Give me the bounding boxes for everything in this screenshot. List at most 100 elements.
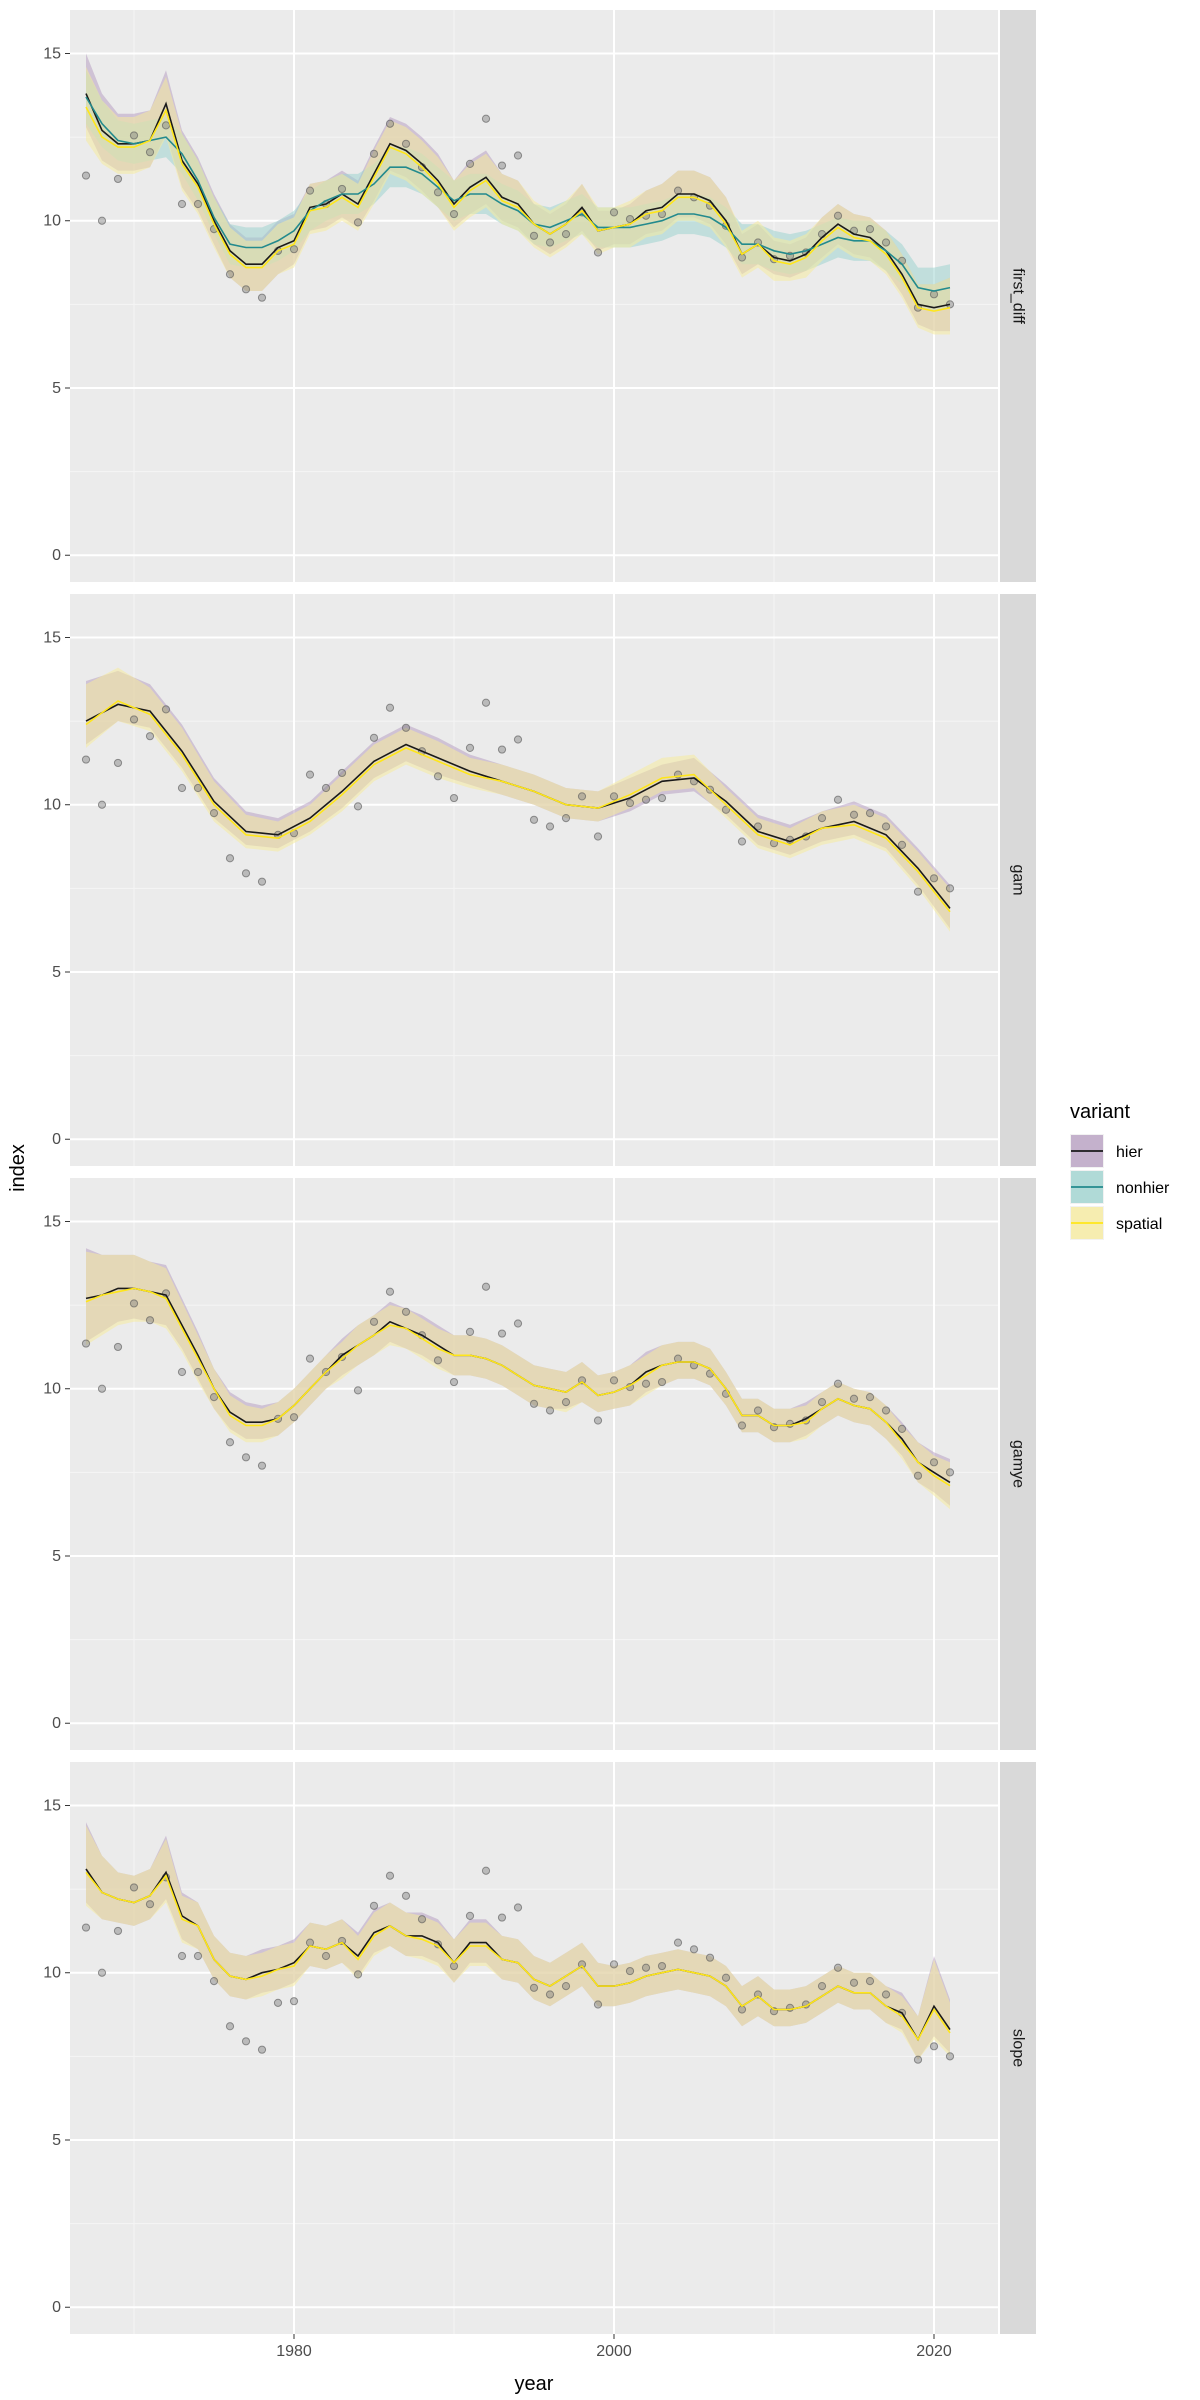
y-tick-label: 10 bbox=[43, 213, 61, 230]
y-tick-label: 5 bbox=[52, 2132, 61, 2149]
observed-point bbox=[561, 814, 571, 823]
facet-panel-gamye: 0 5 10 15 gamye bbox=[43, 1178, 1036, 1750]
observed-point bbox=[193, 199, 203, 209]
observed-point bbox=[641, 1379, 651, 1388]
observed-point bbox=[625, 214, 635, 224]
observed-point bbox=[337, 184, 347, 194]
facet-panels: 0 5 10 15 first_diff 0 5 10 15 gam 0 5 10 15 gamye 0 5 10… bbox=[43, 10, 1036, 2334]
observed-point bbox=[817, 814, 827, 823]
observed-point bbox=[577, 1376, 587, 1385]
observed-point bbox=[209, 808, 219, 818]
observed-point bbox=[433, 1356, 443, 1365]
observed-point bbox=[225, 2022, 235, 2031]
observed-point bbox=[945, 2052, 955, 2061]
y-tick-label: 5 bbox=[52, 380, 61, 397]
observed-point bbox=[81, 1339, 91, 1348]
ribbon-spatial bbox=[86, 1825, 950, 2060]
observed-point bbox=[753, 1406, 763, 1415]
observed-point bbox=[609, 1376, 619, 1385]
observed-point bbox=[545, 238, 555, 247]
observed-point bbox=[241, 2037, 251, 2046]
observed-point bbox=[241, 1453, 251, 1462]
observed-point bbox=[81, 171, 91, 180]
observed-point bbox=[193, 783, 203, 793]
facet-strip-label: gamye bbox=[1010, 1440, 1027, 1488]
observed-point bbox=[865, 224, 875, 234]
facet-strip-label: gam bbox=[1010, 864, 1027, 895]
observed-point bbox=[481, 698, 491, 707]
observed-point bbox=[609, 1960, 619, 1969]
observed-point bbox=[641, 795, 651, 804]
observed-point bbox=[225, 854, 235, 863]
observed-point bbox=[129, 131, 139, 140]
x-axis-title: year bbox=[515, 2373, 554, 2395]
facet-panel-gam: 0 5 10 15 gam bbox=[43, 594, 1036, 1166]
observed-point bbox=[545, 822, 555, 831]
observed-point bbox=[225, 270, 235, 279]
legend-label-spatial: spatial bbox=[1116, 1216, 1162, 1233]
y-tick-label: 15 bbox=[43, 1213, 61, 1230]
observed-point bbox=[481, 1866, 491, 1875]
ribbon-spatial bbox=[86, 1251, 950, 1510]
observed-point bbox=[609, 208, 619, 217]
observed-point bbox=[913, 1471, 923, 1480]
observed-point bbox=[81, 755, 91, 764]
y-tick-label: 5 bbox=[52, 1548, 61, 1565]
observed-point bbox=[737, 837, 747, 846]
observed-point bbox=[385, 1871, 395, 1880]
observed-point bbox=[209, 1392, 219, 1402]
observed-point bbox=[257, 293, 267, 302]
observed-point bbox=[353, 1970, 363, 1979]
line-spatial bbox=[85, 106, 951, 312]
observed-point bbox=[577, 792, 587, 801]
y-tick-label: 0 bbox=[52, 2299, 61, 2316]
observed-point bbox=[529, 1399, 539, 1408]
observed-point bbox=[657, 1961, 667, 1971]
observed-point bbox=[753, 1990, 763, 1999]
observed-point bbox=[545, 1990, 555, 1999]
observed-point bbox=[257, 1461, 267, 1470]
observed-point bbox=[289, 1413, 299, 1422]
observed-point bbox=[177, 1367, 187, 1377]
observed-point bbox=[881, 1990, 891, 1999]
y-tick-label: 10 bbox=[43, 1381, 61, 1398]
observed-point bbox=[481, 114, 491, 123]
observed-point bbox=[433, 772, 443, 781]
observed-point bbox=[833, 1963, 843, 1972]
observed-point bbox=[817, 1398, 827, 1407]
observed-point bbox=[177, 783, 187, 793]
observed-point bbox=[913, 2055, 923, 2064]
observed-point bbox=[561, 1398, 571, 1407]
legend: variant hier nonhier spatial bbox=[1070, 1101, 1170, 1240]
y-tick-label: 0 bbox=[52, 1131, 61, 1148]
panel-background bbox=[70, 10, 998, 582]
y-tick-label: 0 bbox=[52, 547, 61, 564]
observed-point bbox=[129, 1883, 139, 1892]
line-nonhier bbox=[85, 96, 951, 292]
panel-background bbox=[70, 1762, 998, 2334]
observed-point bbox=[657, 793, 667, 803]
facet-strip-label: slope bbox=[1010, 2029, 1027, 2067]
observed-point bbox=[529, 1983, 539, 1992]
observed-point bbox=[497, 1329, 507, 1338]
observed-point bbox=[417, 1915, 427, 1924]
observed-point bbox=[929, 874, 939, 883]
observed-point bbox=[449, 793, 459, 803]
observed-point bbox=[673, 186, 683, 195]
observed-point bbox=[753, 822, 763, 831]
observed-point bbox=[593, 2000, 603, 2009]
observed-point bbox=[625, 798, 635, 808]
observed-point bbox=[513, 1903, 523, 1912]
observed-point bbox=[241, 869, 251, 878]
observed-point bbox=[865, 808, 875, 818]
y-tick-label: 15 bbox=[43, 45, 61, 62]
observed-point bbox=[481, 1282, 491, 1291]
observed-point bbox=[401, 1307, 411, 1316]
observed-point bbox=[593, 832, 603, 841]
observed-point bbox=[129, 1299, 139, 1308]
observed-point bbox=[817, 1982, 827, 1991]
observed-point bbox=[865, 1392, 875, 1402]
y-tick-label: 10 bbox=[43, 1965, 61, 1982]
observed-point bbox=[337, 768, 347, 778]
observed-point bbox=[337, 1352, 347, 1362]
